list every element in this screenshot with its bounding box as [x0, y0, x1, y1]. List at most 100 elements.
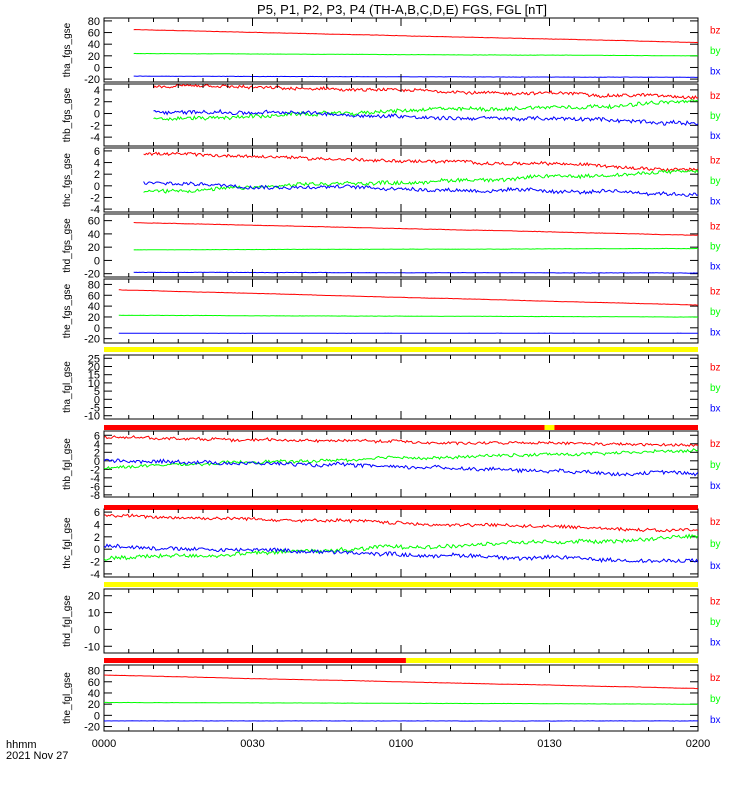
y-axis-label: the_fgl_gse — [62, 672, 73, 724]
y-tick-label: 80 — [88, 279, 100, 291]
series-line-bz — [133, 28, 698, 44]
y-tick-label: 0 — [94, 181, 100, 193]
legend-by: by — [710, 307, 721, 318]
status-bar-segment — [104, 425, 545, 430]
series-line-bz — [143, 151, 698, 172]
y-axis-label: thd_fgl_gse — [62, 595, 73, 647]
x-axis-label-date: 2021 Nov 27 — [6, 750, 68, 762]
y-tick-label: 40 — [88, 229, 100, 241]
y-tick-label: 20 — [88, 242, 100, 254]
legend-by: by — [710, 46, 721, 57]
series-line-by — [104, 448, 698, 471]
legend-bx: bx — [710, 637, 721, 648]
y-tick-label: -4 — [90, 473, 100, 485]
y-tick-label: 60 — [88, 28, 100, 40]
y-tick-label: -5 — [90, 403, 100, 415]
legend-bx: bx — [710, 481, 721, 492]
y-tick-label: -2 — [90, 120, 100, 132]
status-bar-segment — [104, 347, 698, 352]
status-bar-segment — [104, 505, 698, 510]
y-tick-label: -20 — [84, 269, 100, 281]
series-line-bz — [104, 435, 698, 448]
legend-by: by — [710, 111, 721, 122]
y-tick-label: -4 — [90, 569, 100, 581]
y-tick-label: 2 — [94, 169, 100, 181]
y-tick-label: 2 — [94, 97, 100, 109]
series-line-bz — [104, 674, 698, 690]
panel-frame — [103, 588, 699, 654]
series-line-bz — [104, 513, 698, 533]
legend-by: by — [710, 617, 721, 628]
series-line-by — [104, 701, 698, 705]
legend-bz: bz — [710, 517, 721, 528]
y-tick-label: 6 — [94, 146, 100, 158]
x-tick-label: 0100 — [389, 738, 413, 750]
series-line-by — [133, 247, 698, 251]
y-axis-label: thc_fgl_gse — [62, 517, 73, 569]
legend-by: by — [710, 539, 721, 550]
y-tick-label: -8 — [90, 490, 100, 502]
legend-bx: bx — [710, 131, 721, 142]
legend-bx: bx — [710, 327, 721, 338]
y-tick-label: -20 — [84, 334, 100, 346]
y-tick-label: 25 — [88, 353, 100, 365]
y-tick-label: 0 — [94, 710, 100, 722]
legend-bz: bz — [710, 439, 721, 450]
panel-frame — [103, 508, 699, 578]
y-tick-label: -4 — [90, 204, 100, 216]
y-tick-label: 40 — [88, 688, 100, 700]
legend-bz: bz — [710, 91, 721, 102]
y-tick-label: 6 — [94, 507, 100, 519]
y-tick-label: 6 — [94, 430, 100, 442]
legend-by: by — [710, 242, 721, 253]
y-tick-label: 80 — [88, 16, 100, 28]
legend-bx: bx — [710, 262, 721, 273]
y-tick-label: -2 — [90, 464, 100, 476]
y-tick-label: 20 — [88, 699, 100, 711]
y-tick-label: -20 — [84, 722, 100, 734]
y-axis-label: the_fgs_gse — [62, 283, 73, 338]
y-tick-label: 0 — [94, 62, 100, 74]
panel-frame — [103, 147, 699, 213]
series-line-bx — [143, 181, 698, 197]
y-tick-label: 0 — [94, 109, 100, 121]
y-tick-label: 10 — [88, 608, 100, 620]
y-tick-label: -4 — [90, 132, 100, 144]
x-tick-label: 0030 — [240, 738, 264, 750]
panel-frame — [103, 17, 699, 83]
y-tick-label: 0 — [94, 544, 100, 556]
y-tick-label: -10 — [84, 641, 100, 653]
series-line-by — [118, 314, 698, 318]
legend-by: by — [710, 383, 721, 394]
y-tick-label: 60 — [88, 290, 100, 302]
y-tick-label: 4 — [94, 158, 100, 170]
y-tick-label: 4 — [94, 439, 100, 451]
legend-bz: bz — [710, 363, 721, 374]
y-tick-label: 4 — [94, 85, 100, 97]
y-tick-label: -6 — [90, 481, 100, 493]
status-bar-segment — [104, 658, 406, 663]
y-tick-label: 0 — [94, 456, 100, 468]
legend-bz: bz — [710, 26, 721, 37]
y-tick-label: 20 — [88, 51, 100, 63]
series-line-bz — [118, 289, 698, 306]
y-tick-label: 20 — [88, 312, 100, 324]
legend-bz: bz — [710, 156, 721, 167]
y-tick-label: 20 — [88, 361, 100, 373]
y-axis-label: thb_fgl_gse — [62, 438, 73, 490]
y-axis-label: thc_fgs_gse — [62, 153, 73, 207]
x-tick-label: 0200 — [686, 738, 710, 750]
y-tick-label: -10 — [84, 411, 100, 423]
plot-title: P5, P1, P2, P3, P4 (TH-A,B,C,D,E) FGS, F… — [257, 2, 547, 17]
y-tick-label: 0 — [94, 255, 100, 267]
series-line-bx — [153, 108, 698, 126]
legend-bx: bx — [710, 66, 721, 77]
series-line-bz — [153, 84, 698, 100]
panel-frame — [103, 430, 699, 498]
x-tick-label: 0130 — [537, 738, 561, 750]
status-bars — [104, 347, 698, 663]
y-tick-label: 0 — [94, 394, 100, 406]
